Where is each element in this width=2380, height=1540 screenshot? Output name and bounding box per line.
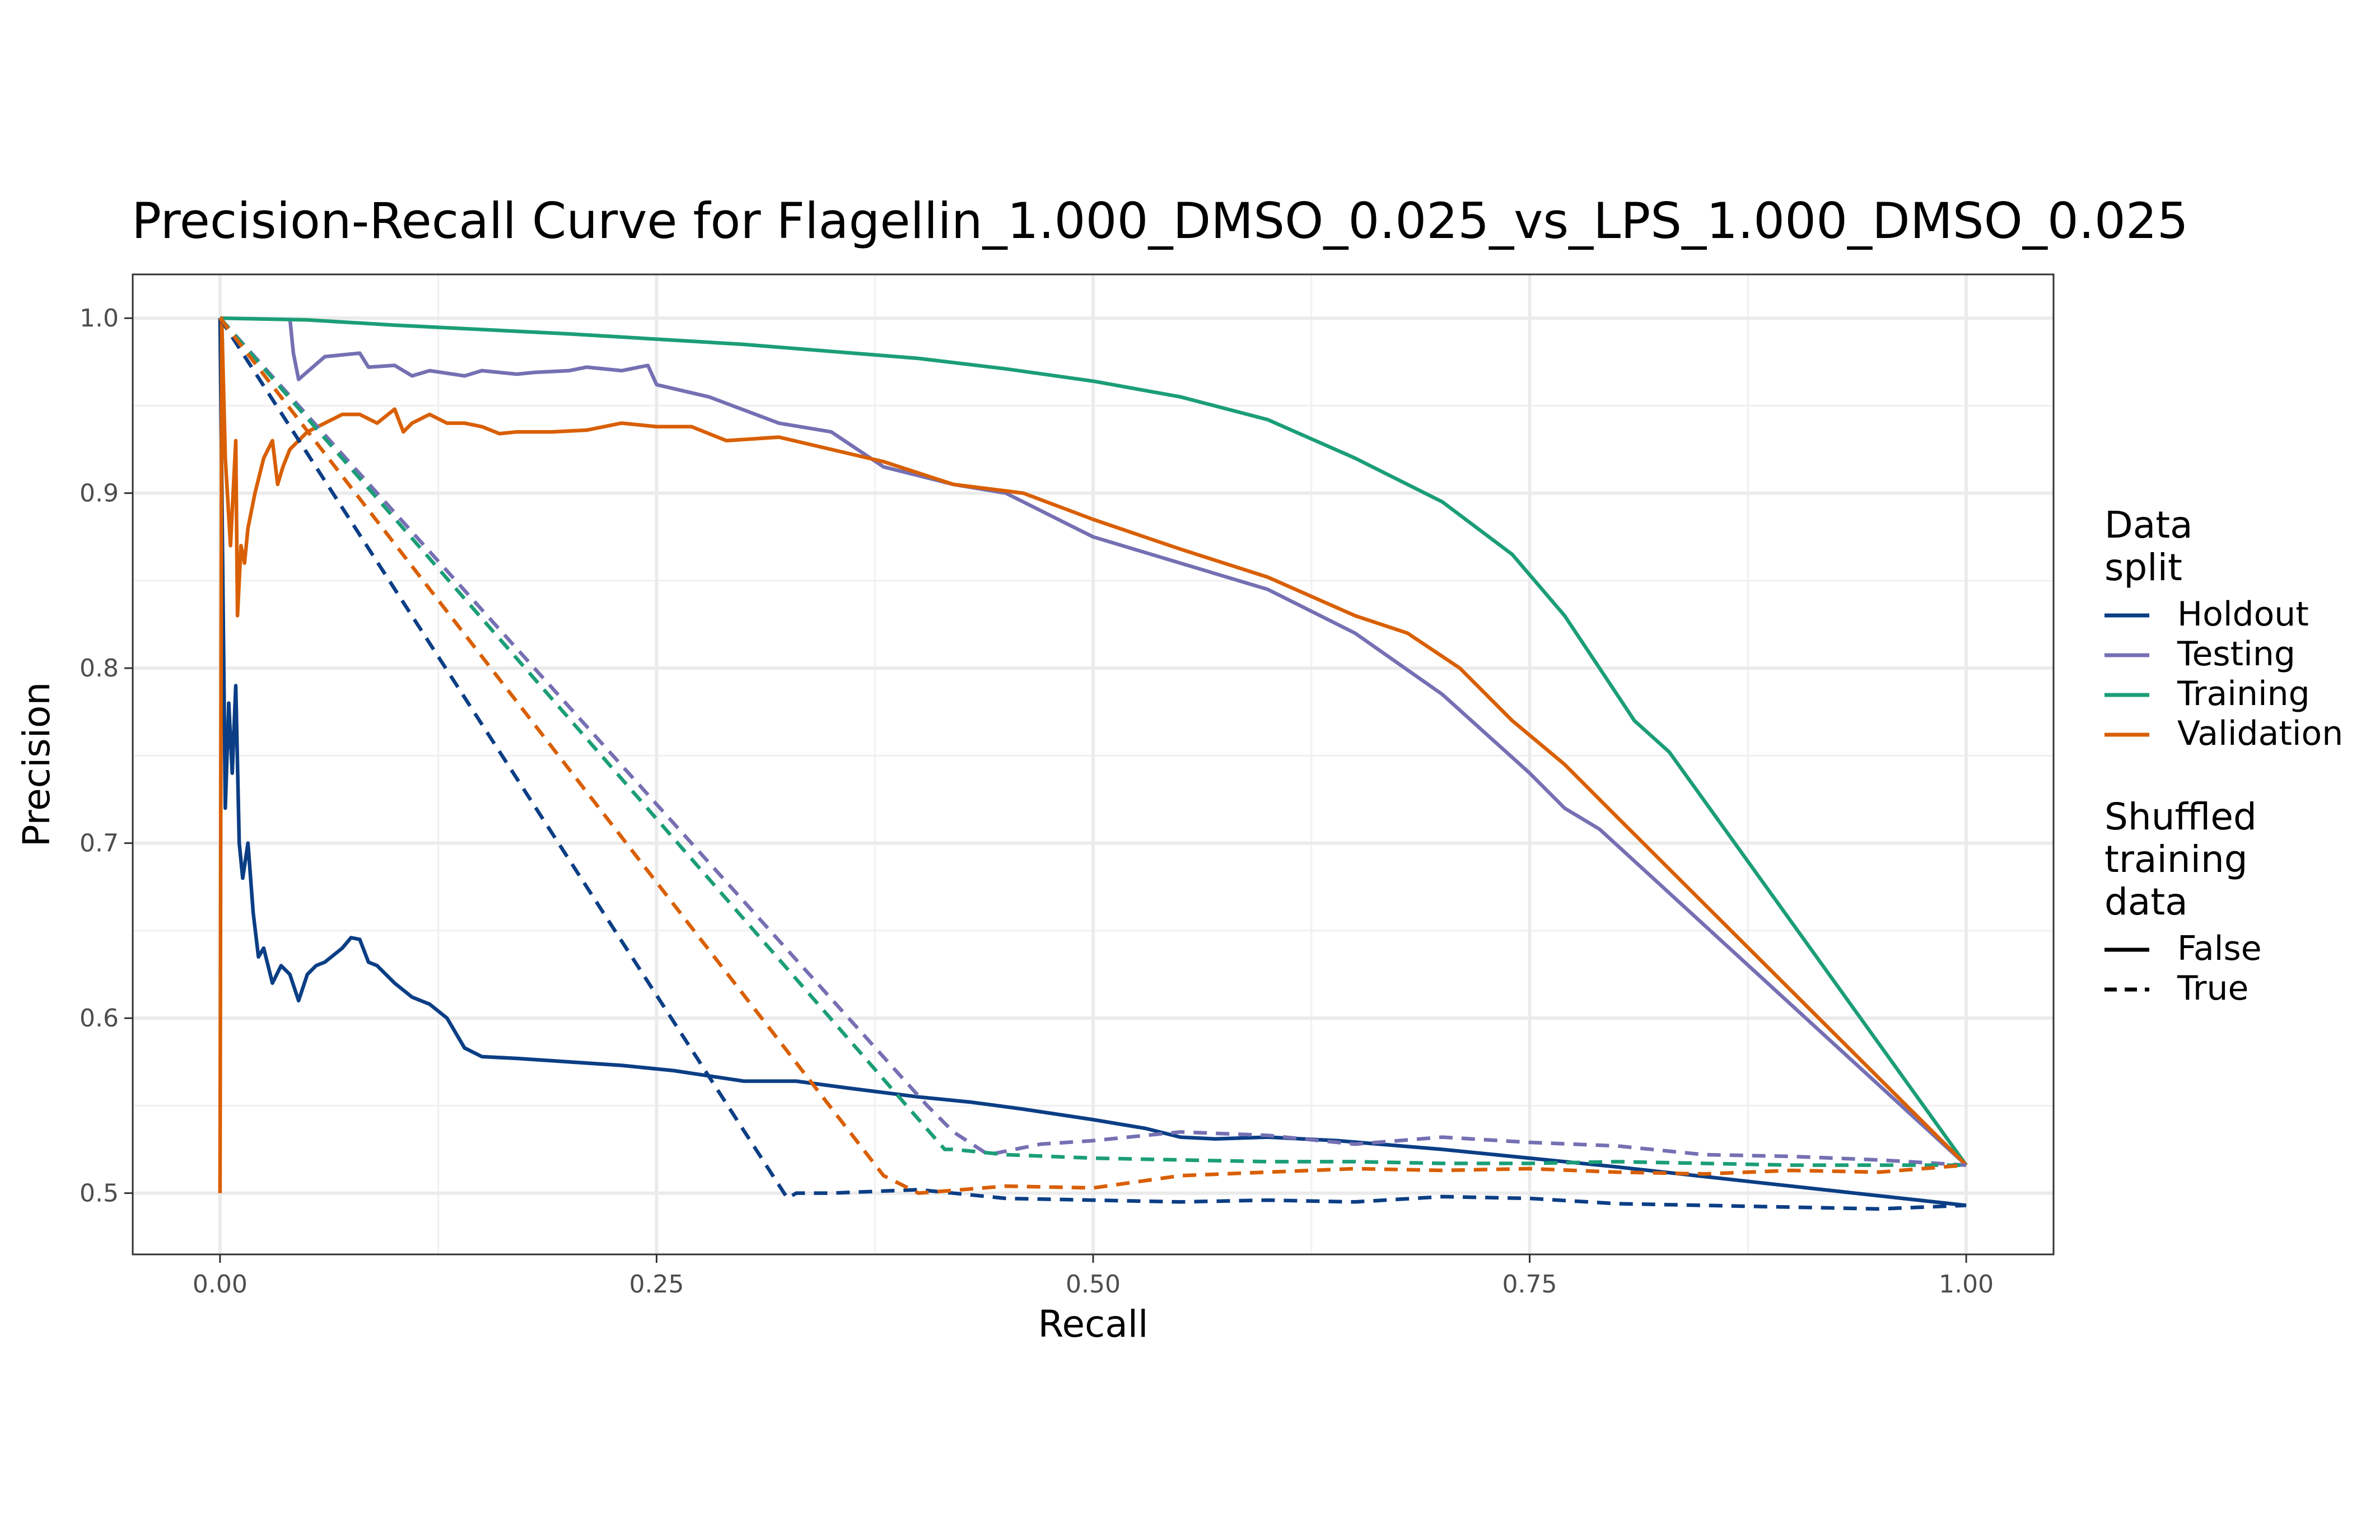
legend-label-true: True	[2177, 969, 2248, 1008]
y-tick-label: 0.7	[80, 829, 119, 858]
legend-title: Shuffled	[2104, 795, 2257, 838]
y-tick-label: 0.9	[80, 479, 119, 508]
legend-label-holdout: Holdout	[2177, 595, 2309, 634]
legend-label-validation: Validation	[2177, 714, 2343, 753]
legend-title: data	[2104, 880, 2188, 923]
series-line-training-original	[220, 316, 1968, 1166]
series-line-testing-original	[288, 318, 1968, 1166]
series-line-holdout-shuffled	[218, 317, 1967, 1211]
axis-ticks: 0.00 0.25 0.50 0.75 1.00 0.5 0.6 0.7 0.8 0.9 1.0	[80, 304, 1994, 1299]
y-axis-title: Precision	[15, 682, 58, 847]
x-tick-label: 0.25	[629, 1270, 684, 1299]
legend-label-training: Training	[2177, 674, 2310, 713]
legend-title: Data	[2104, 503, 2193, 547]
series-line-holdout-original	[218, 318, 1967, 1207]
grid	[133, 274, 2054, 1254]
legend-label-testing: Testing	[2177, 634, 2295, 674]
series-line-training-shuffled	[218, 316, 1967, 1167]
chart-title: Precision-Recall Curve for Flagellin_1.0…	[132, 192, 2188, 250]
x-tick-label: 0.50	[1066, 1270, 1121, 1299]
y-tick-label: 1.0	[80, 304, 119, 333]
y-tick-label: 0.8	[80, 654, 119, 683]
x-tick-label: 1.00	[1939, 1270, 1994, 1299]
y-tick-label: 0.5	[80, 1179, 119, 1208]
y-tick-label: 0.6	[80, 1004, 119, 1033]
series-line-testing-shuffled	[218, 316, 1967, 1167]
series-line-validation-original	[218, 316, 1968, 1193]
x-axis-title: Recall	[1038, 1303, 1149, 1346]
legend-label-false: False	[2177, 929, 2262, 968]
x-tick-label: 0.75	[1502, 1270, 1557, 1299]
legend-title: training	[2104, 838, 2248, 881]
plot-series	[218, 316, 1968, 1211]
series-line-validation-shuffled	[218, 317, 1967, 1195]
legend-title: split	[2104, 546, 2182, 589]
x-tick-label: 0.00	[193, 1270, 248, 1299]
